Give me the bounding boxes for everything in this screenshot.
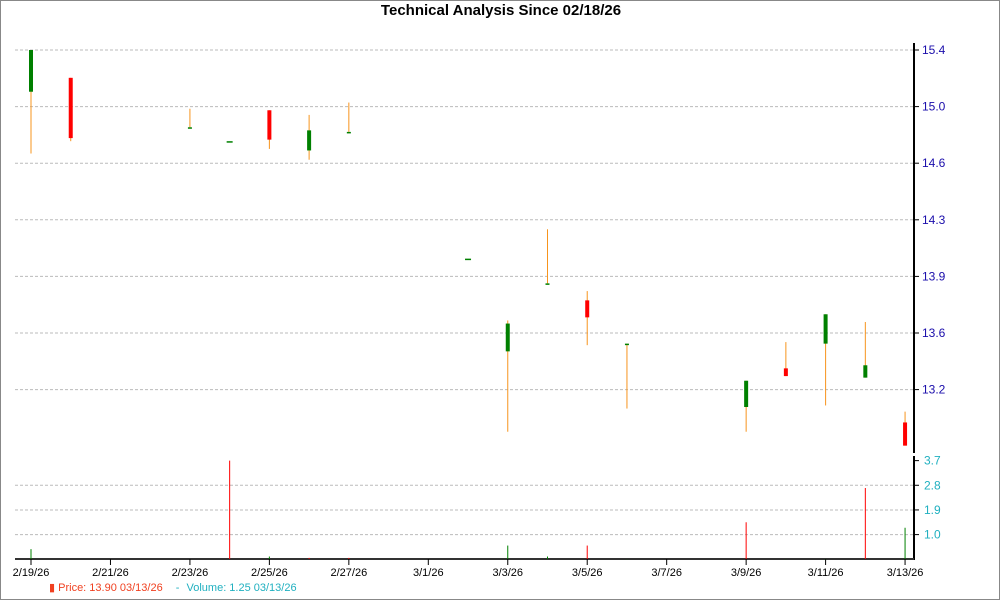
x-tick-label: 2/27/26 xyxy=(330,567,367,579)
legend: ▮ Price: 13.90 03/13/26 - Volume: 1.25 0… xyxy=(49,581,297,594)
candle-body xyxy=(307,130,312,151)
candle-body xyxy=(823,314,828,344)
legend-volume: Volume: 1.25 03/13/26 xyxy=(186,582,297,594)
candle-body xyxy=(346,131,351,134)
legend-price: Price: 13.90 03/13/26 xyxy=(58,582,163,594)
candle-body xyxy=(863,365,868,378)
volume-tick-label: 2.8 xyxy=(924,478,941,492)
x-tick-label: 3/7/26 xyxy=(651,567,682,579)
price-tick-label: 15.4 xyxy=(922,43,946,57)
candle-body xyxy=(545,283,550,285)
price-tick-label: 14.6 xyxy=(922,156,946,170)
x-tick-label: 2/25/26 xyxy=(251,567,288,579)
x-tick-label: 2/23/26 xyxy=(172,567,209,579)
x-tick-label: 3/3/26 xyxy=(492,567,523,579)
price-tick-label: 14.3 xyxy=(922,213,946,227)
candle-body xyxy=(744,380,749,407)
x-tick-label: 3/1/26 xyxy=(413,567,444,579)
price-tick-label: 13.6 xyxy=(922,326,946,340)
volume-tick-label: 1.0 xyxy=(924,528,941,542)
candle-body xyxy=(29,50,33,92)
x-tick-label: 3/11/26 xyxy=(808,567,844,579)
volume-tick-label: 3.7 xyxy=(924,454,941,468)
candle-body xyxy=(267,110,272,140)
legend-price-icon: ▮ xyxy=(49,582,56,594)
candle-body xyxy=(505,323,510,352)
legend-volume-icon: - xyxy=(175,582,180,594)
x-tick-label: 2/21/26 xyxy=(92,567,129,579)
x-tick-label: 3/9/26 xyxy=(731,567,762,579)
volume-tick-label: 1.9 xyxy=(924,503,941,517)
candle-body xyxy=(187,127,192,129)
candle-body xyxy=(68,77,73,139)
candle-body xyxy=(783,368,788,377)
candle-body xyxy=(903,422,908,446)
price-tick-label: 13.9 xyxy=(922,269,946,283)
chart-title: Technical Analysis Since 02/18/26 xyxy=(380,2,622,19)
price-tick-label: 13.2 xyxy=(922,383,946,397)
candle-body xyxy=(585,300,590,318)
price-tick-label: 15.0 xyxy=(922,100,946,114)
candle-body xyxy=(624,343,629,346)
candle-body xyxy=(465,258,472,261)
x-tick-label: 3/5/26 xyxy=(572,567,603,579)
x-tick-label: 3/13/26 xyxy=(887,567,924,579)
candle-body xyxy=(226,141,233,143)
x-tick-label: 2/19/26 xyxy=(13,567,50,579)
